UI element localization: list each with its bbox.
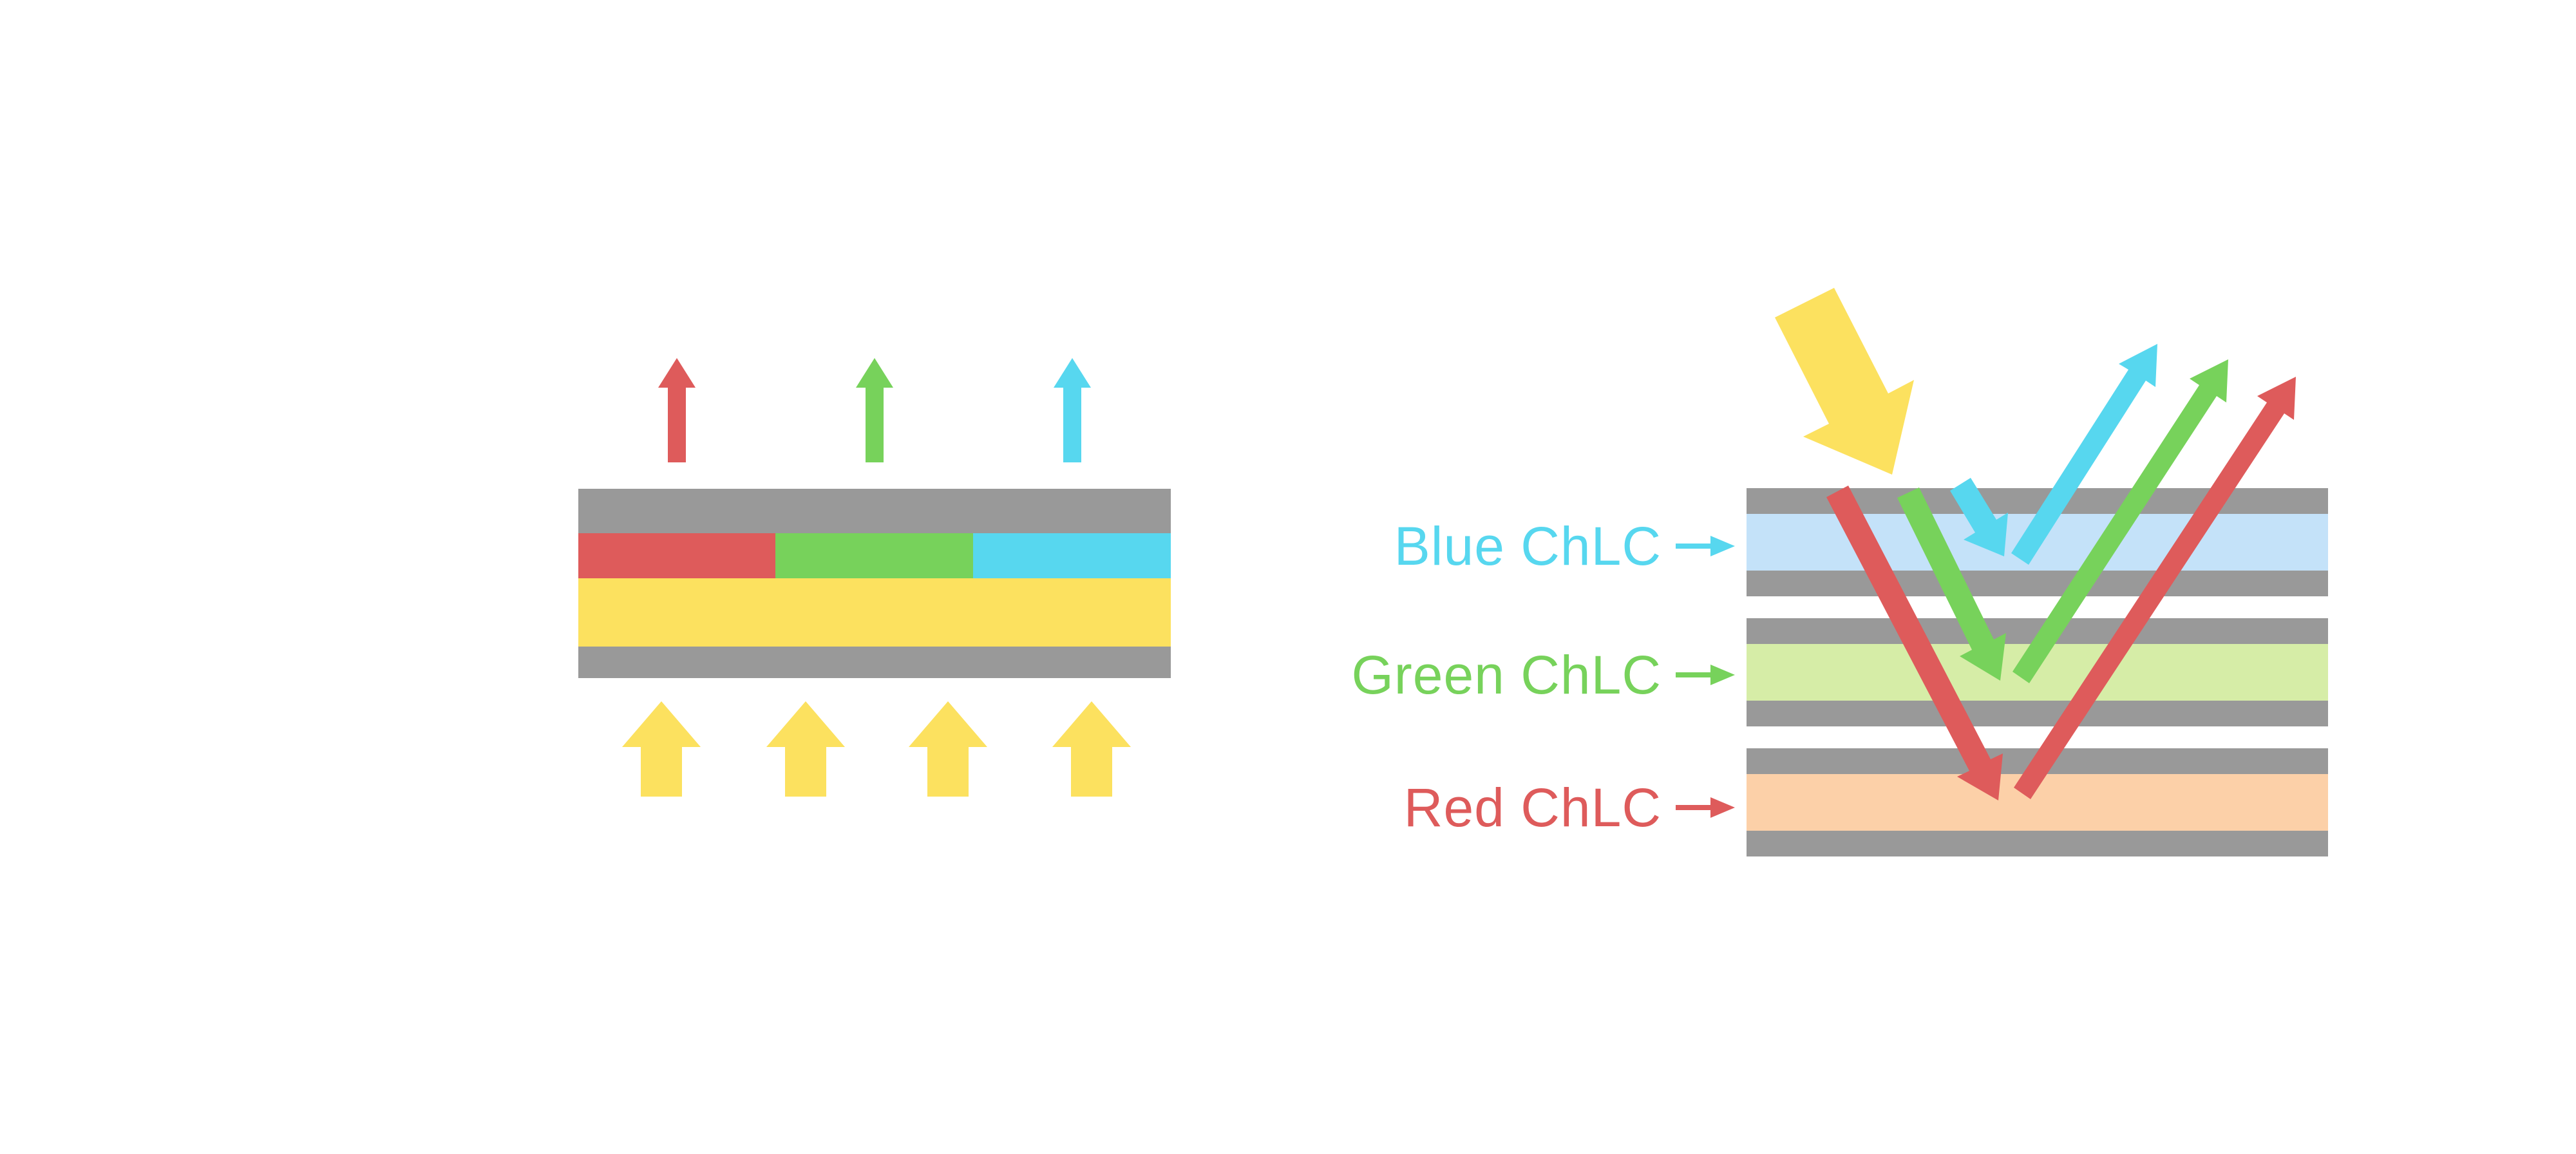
incident-light-down-right-arrow-icon bbox=[1775, 288, 1914, 475]
backlit-display-diagram bbox=[578, 358, 1171, 797]
cyan-emitted-up-arrow-icon bbox=[1054, 358, 1091, 462]
red-reflected-ray-arrow-icon bbox=[2014, 377, 2296, 799]
backlight-up-arrow-2-icon bbox=[766, 701, 845, 797]
backlight-up-arrow-3-icon bbox=[909, 701, 987, 797]
left-stack-red-segment bbox=[578, 533, 775, 578]
left-stack-backlight-layer bbox=[578, 578, 1171, 647]
backlight-up-arrow-1-icon bbox=[622, 701, 701, 797]
chlc-stack-diagram: Blue ChLC Green ChLC Red ChLC bbox=[1351, 288, 2328, 856]
left-stack-top-glass-layer bbox=[578, 489, 1171, 533]
left-stack-bottom-glass-layer bbox=[578, 647, 1171, 678]
red-chlc-pointer-right-arrow-icon bbox=[1676, 797, 1735, 818]
backlight-up-arrow-4-icon bbox=[1052, 701, 1131, 797]
red-chlc-label: Red ChLC bbox=[1404, 777, 1662, 838]
green-chlc-pointer-right-arrow-icon bbox=[1676, 665, 1735, 685]
green-chlc-label: Green ChLC bbox=[1351, 645, 1662, 705]
red-incident-ray-arrow-icon bbox=[1826, 486, 2003, 800]
red-emitted-up-arrow-icon bbox=[658, 358, 696, 462]
green-reflected-ray-arrow-icon bbox=[2012, 359, 2228, 683]
blue-reflected-ray-arrow-icon bbox=[2011, 344, 2157, 565]
blue-chlc-pointer-right-arrow-icon bbox=[1676, 536, 1735, 556]
left-stack-cyan-segment bbox=[973, 533, 1171, 578]
left-stack-green-segment bbox=[775, 533, 973, 578]
right-stack-glass-layer-6 bbox=[1747, 831, 2328, 856]
right-stack-glass-layer-2 bbox=[1747, 571, 2328, 596]
green-incident-ray-arrow-icon bbox=[1897, 487, 2006, 681]
right-stack-glass-layer-4 bbox=[1747, 701, 2328, 726]
blue-incident-ray-arrow-icon bbox=[1950, 478, 2008, 556]
blue-chlc-label: Blue ChLC bbox=[1394, 516, 1662, 576]
green-emitted-up-arrow-icon bbox=[856, 358, 893, 462]
